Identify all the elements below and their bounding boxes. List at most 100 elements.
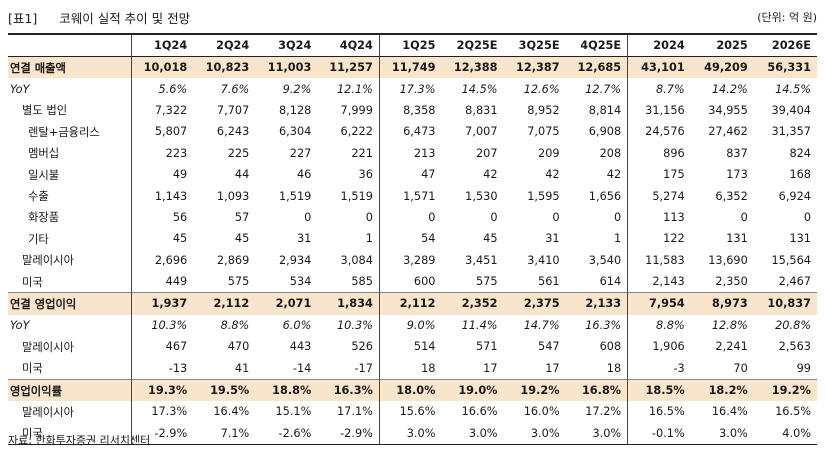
row-label: YoY [10,82,30,96]
table-cell: 20.8% [775,318,811,332]
table-cell: 467 [130,336,194,358]
row-label: 미국 [22,275,43,289]
table-cell: 2,934 [278,253,312,267]
table-cell: 1,937 [130,292,194,315]
table-cell: 449 [130,270,194,293]
column-header-row: 1Q24 2Q24 3Q24 4Q24 1Q25 2Q25E 3Q25E 4Q25E 2024 2… [8,33,817,57]
table-cell: 175 [627,163,691,186]
table-cell: 42 [483,168,498,182]
table-cell: 585 [351,275,373,289]
table-row: 미국 -2.9% 7.1% -2.6% -2.9% 3.0% 3.0% 3.0% 3.0% -0.… [8,422,817,446]
table-cell: 2,241 [715,340,748,354]
table-cell: 41 [234,361,250,375]
table-cell: 16.5% [775,405,811,419]
table-cell: 3,451 [465,253,498,267]
table-cell: 19.2% [753,378,817,402]
row-label: 연결 매출액 [8,56,132,79]
source-note: 자료: 한화투자증권 리서치센터 [8,434,151,447]
column-header: 2024 [627,33,691,57]
table-cell: 12.6% [523,82,560,96]
column-header: 2Q24 [193,33,256,57]
table-cell: 31 [545,232,560,246]
table-cell: 443 [289,340,312,354]
table-cell: 2,350 [715,275,748,289]
table-row: YoY 5.6% 7.6% 9.2% 12.1% 17.3% 14.5% 12.6% 12.7%… [8,78,817,100]
table-cell: 3,410 [527,253,560,267]
table-cell: 8.8% [627,314,691,337]
table-cell: 42 [606,168,622,182]
table-cell: 173 [726,168,748,182]
table-title: [표1] 코웨이 실적 추이 및 전망 [8,8,190,27]
table-cell: 0 [304,210,312,224]
table-cell: 34,955 [708,103,748,117]
table-cell: 56 [130,206,194,229]
table-cell: 18.5% [627,378,691,402]
table-cell: 896 [627,142,691,164]
table-row: 별도 법인 7,322 7,707 8,128 7,999 8,358 8,831 8,952… [8,99,817,122]
table-cell: 12.7% [585,82,622,96]
table-cell: 3,540 [588,253,622,267]
table-cell: 1 [613,232,622,246]
table-cell: 3,084 [340,253,373,267]
table-cell: 3,289 [378,249,442,271]
table-cell: 9.2% [282,82,312,96]
table-cell: 1,834 [317,292,380,315]
row-label: 미국 [8,422,132,446]
row-label: 기타 [28,232,49,246]
table-cell: 14.7% [523,318,560,332]
table-cell: 1,530 [465,189,498,203]
table-cell: 575 [475,275,498,289]
table-row: 말레이시아 467 470 443 526 514 571 547 608 1,906 2,241 2… [8,336,817,358]
table-cell: 7,322 [130,99,194,122]
table-cell: 514 [378,336,442,358]
table-cell: 10,837 [753,292,817,315]
table-cell: 7,075 [527,125,560,139]
row-label: 미국 [22,362,43,376]
table-cell: 6,908 [588,125,622,139]
table-cell: 2,869 [216,253,250,267]
row-label: 말레이시아 [22,405,74,419]
row-label: 멤버십 [28,147,60,161]
column-header: 4Q24 [317,33,380,57]
table-cell: 19.0% [441,378,504,402]
table-cell: 7,999 [340,103,373,117]
table-cell: 209 [538,146,560,160]
table-cell: 547 [538,340,560,354]
table-cell: -0.1% [627,422,691,446]
table-cell: 16.6% [461,405,498,419]
table-cell: 19.3% [130,378,194,402]
table-cell: 2,133 [565,292,628,315]
table-row: 수출 1,143 1,093 1,519 1,519 1,571 1,530 1,595 1,6… [8,185,817,207]
table-cell: 2,375 [503,292,566,315]
table-cell: 1,519 [340,189,373,203]
table-row: 영업이익률 19.3% 19.5% 18.8% 16.3% 18.0% 19.0% 19.2%… [8,378,817,402]
column-header: 3Q24 [255,33,318,57]
table-cell: 1,143 [130,185,194,207]
table-cell: 7.1% [193,422,256,446]
table-cell: 18.8% [255,378,318,402]
table-row: 멤버십 223 225 227 221 213 207 209 208 896 837 824 [8,142,817,164]
table-cell: 15.1% [275,405,312,419]
table-cell: 12.8% [711,318,748,332]
row-label: 말레이시아 [22,340,74,354]
table-cell: 19.5% [193,378,256,402]
table-cell: 0 [613,210,622,224]
table-cell: 6,304 [278,125,312,139]
table-cell: 0 [490,210,498,224]
table-cell: 208 [599,146,622,160]
row-label: 렌탈+금융리스 [28,125,100,139]
table-cell: 7,707 [216,103,250,117]
table-cell: 99 [796,361,811,375]
table-cell: 16.3% [585,318,622,332]
table-cell: 31,357 [771,125,811,139]
table-cell: 14.2% [711,82,748,96]
table-cell: 31 [296,232,312,246]
table-cell: 31,156 [627,99,691,122]
table-cell: 5.6% [130,78,194,100]
table-cell: 16.4% [711,405,748,419]
table-cell: 11,749 [378,56,442,79]
table-cell: 0 [365,210,373,224]
table-cell: 2,143 [627,270,691,293]
table-cell: -2.9% [317,422,380,446]
table-cell: 1,656 [588,189,622,203]
